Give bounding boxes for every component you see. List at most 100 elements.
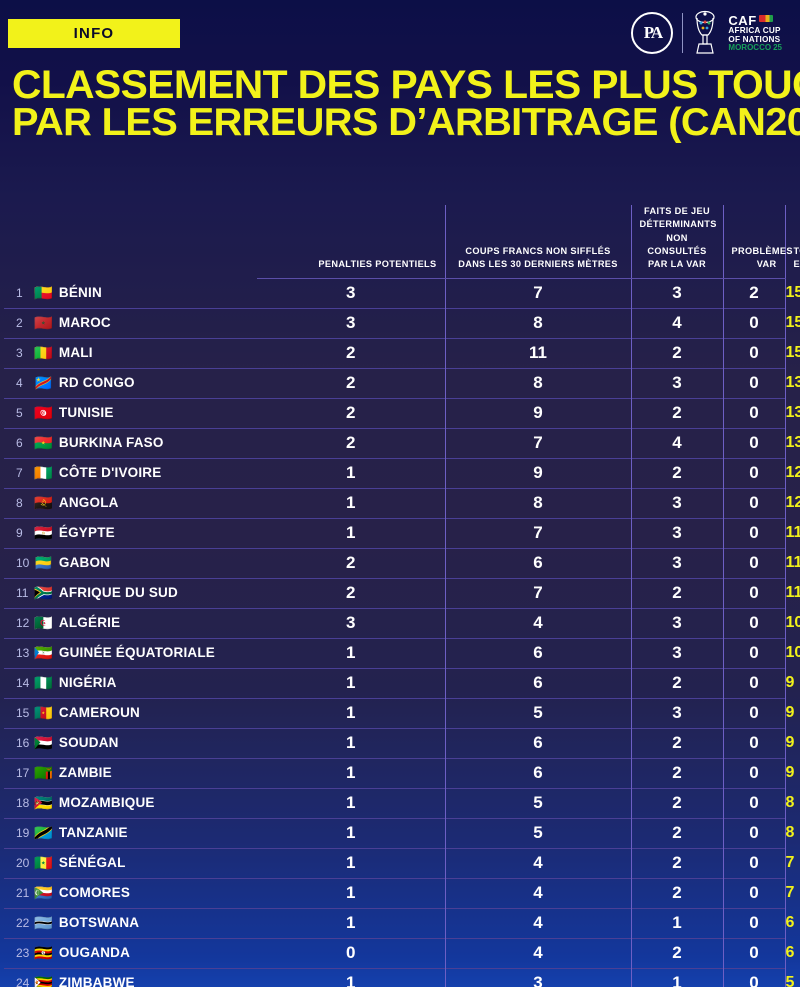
row-rank: 9	[4, 517, 32, 549]
row-team: 🇳🇬 NIGÉRIA	[32, 667, 257, 699]
row-team: 🇨🇮 CÔTE D'IVOIRE	[32, 457, 257, 489]
info-badge: INFO	[8, 19, 180, 48]
country-flag-icon: 🇸🇳	[34, 855, 53, 873]
column-header-faits: FAITS DE JEU DÉTERMINANTS NON CONSULTÉS …	[630, 205, 723, 279]
row-freekicks: 9	[444, 457, 631, 489]
row-penalties: 3	[257, 607, 445, 639]
country-flag-icon: 🇪🇬	[34, 525, 53, 543]
row-team-label: RD CONGO	[58, 375, 135, 391]
row-team: 🇬🇶 GUINÉE ÉQUATORIALE	[32, 637, 257, 669]
row-team-label: CAMEROUN	[58, 705, 140, 721]
country-flag-icon: 🇿🇼	[34, 975, 53, 987]
row-rank: 1	[16, 285, 23, 300]
row-var: 0	[722, 547, 785, 579]
country-flag-icon: 🇩🇿	[34, 615, 53, 633]
column-header-faits-line-1: FAITS DE JEU DÉTERMINANTS	[639, 206, 717, 230]
country-flag-icon: 🇰🇲	[34, 885, 53, 903]
row-team-label: TUNISIE	[58, 405, 114, 421]
row-freekicks: 4	[444, 877, 631, 909]
row-freekicks: 9	[444, 397, 631, 429]
row-team-label: MOZAMBIQUE	[58, 795, 155, 811]
row-penalties: 1	[257, 877, 445, 909]
country-flag-icon: 🇳🇬	[34, 675, 53, 693]
column-header-faits-line-2: NON CONSULTÉS PAR LA VAR	[647, 232, 707, 270]
row-team: 🇩🇿 ALGÉRIE	[32, 607, 257, 639]
row-faits: 2	[630, 757, 723, 789]
caf-host-row: MOROCCO 25	[728, 42, 782, 52]
page-title: CLASSEMENT DES PAYS LES PLUS TOUCHÉS PAR…	[0, 65, 800, 143]
row-team-label: ALGÉRIE	[58, 615, 121, 631]
country-flag-icon: 🇨🇮	[34, 465, 53, 483]
row-faits: 1	[630, 967, 723, 987]
row-var: 0	[722, 607, 785, 639]
row-var: 0	[722, 757, 785, 789]
table-row: 8 🇦🇴 ANGOLA 1 8 3 0 12	[4, 487, 800, 519]
row-rank: 16	[4, 727, 32, 759]
row-team-label: ANGOLA	[58, 495, 119, 511]
pa-monogram-logo-icon: PA	[631, 12, 674, 54]
row-rank: 20	[4, 847, 32, 879]
row-faits: 2	[630, 877, 723, 909]
row-team-label: GABON	[58, 555, 111, 571]
table-row: 23 🇺🇬 OUGANDA 0 4 2 0 6	[4, 937, 794, 969]
row-freekicks: 4	[444, 847, 631, 879]
column-header-team	[32, 205, 257, 278]
table-row: 22 🇧🇼 BOTSWANA 1 4 1 0 6	[4, 907, 794, 939]
row-rank: 23	[4, 937, 32, 969]
row-faits: 2	[630, 727, 723, 759]
row-penalties: 2	[257, 577, 445, 609]
row-freekicks: 5	[444, 787, 631, 819]
row-freekicks: 5	[444, 817, 631, 849]
row-penalties: 1	[257, 787, 445, 819]
caf-edition-year: 25	[773, 42, 782, 52]
row-team: 🇲🇱 MALI	[32, 337, 257, 369]
logo-divider	[682, 13, 684, 53]
row-penalties: 3	[257, 307, 445, 339]
row-team-label: ÉGYPTE	[58, 525, 115, 541]
table-row: 21 🇰🇲 COMORES 1 4 2 0 7	[4, 877, 794, 909]
caf-wordmark: CAF	[728, 12, 757, 28]
row-team: 🇪🇬 ÉGYPTE	[32, 517, 257, 549]
row-penalties: 1	[257, 637, 445, 669]
row-var: 0	[722, 847, 785, 879]
row-rank: 17	[4, 757, 32, 789]
logo-group: PA CAF AFRICA CUP OF NATIONS MOROCCO	[631, 8, 782, 58]
row-rank: 10	[4, 547, 32, 579]
column-header-freekicks: COUPS FRANCS NON SIFFLÉS DANS LES 30 DER…	[444, 205, 631, 279]
row-team-label: COMORES	[58, 885, 131, 901]
row-freekicks: 5	[444, 697, 631, 729]
row-freekicks: 7	[444, 278, 631, 309]
row-penalties: 1	[257, 757, 445, 789]
row-team: 🇸🇩 SOUDAN	[32, 727, 257, 759]
table-row: 9 🇪🇬 ÉGYPTE 1 7 3 0 11	[4, 517, 800, 549]
row-freekicks: 6	[444, 637, 631, 669]
row-freekicks: 7	[444, 577, 631, 609]
row-var: 0	[722, 907, 785, 939]
table-row: 15 🇨🇲 CAMEROUN 1 5 3 0 9	[4, 697, 794, 729]
row-rank: 22	[4, 907, 32, 939]
caf-flag-mark-icon	[758, 14, 773, 22]
row-team-label: AFRIQUE DU SUD	[58, 585, 178, 601]
row-faits: 3	[630, 637, 723, 669]
row-team-label: MALI	[58, 345, 93, 361]
row-rank: 11	[4, 577, 32, 609]
row-penalties: 2	[257, 397, 445, 429]
row-faits: 3	[630, 517, 723, 549]
row-team: 🇹🇳 TUNISIE	[32, 397, 257, 429]
row-team-label: NIGÉRIA	[58, 675, 117, 691]
row-penalties: 1	[257, 457, 445, 489]
row-freekicks: 7	[444, 427, 631, 459]
country-flag-icon: 🇧🇼	[34, 915, 53, 933]
row-freekicks: 4	[444, 937, 631, 969]
country-flag-icon: 🇨🇩	[34, 375, 53, 393]
row-freekicks: 4	[444, 607, 631, 639]
row-rank: 24	[4, 967, 32, 987]
row-penalties: 1	[257, 817, 445, 849]
row-penalties: 0	[257, 937, 445, 969]
row-faits: 1	[630, 907, 723, 939]
row-faits: 3	[630, 547, 723, 579]
caf-line-africa-cup: AFRICA CUP	[728, 26, 781, 36]
row-var: 0	[722, 487, 785, 519]
row-var: 0	[722, 967, 785, 987]
row-faits: 4	[630, 307, 723, 339]
